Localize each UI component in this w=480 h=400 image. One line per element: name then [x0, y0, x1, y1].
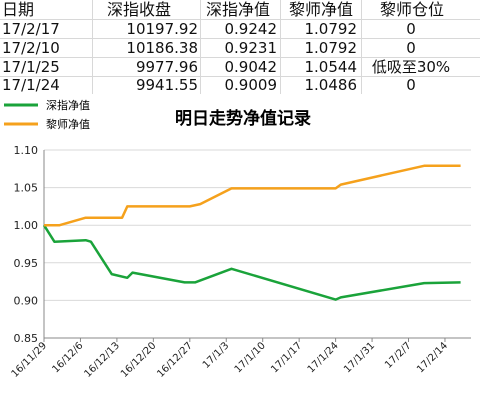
y-tick-label: 1.00: [14, 219, 39, 232]
column-divider: [361, 0, 362, 94]
y-tick-label: 0.85: [14, 332, 39, 345]
cell-li-nav: 1.0544: [304, 58, 358, 76]
y-tick-label: 1.10: [14, 144, 39, 157]
chart-background: [0, 94, 480, 400]
cell-li-nav: 1.0486: [304, 76, 358, 94]
cell-li-position: 0: [406, 76, 416, 94]
y-tick-label: 1.05: [14, 182, 39, 195]
cell-date: 17/1/24: [2, 76, 60, 94]
cell-sz-nav: 0.9042: [224, 58, 278, 76]
cell-li-position: 低吸至30%: [371, 58, 451, 76]
cell-sz-close: 9977.96: [135, 58, 198, 76]
table-row: 17/2/17 10197.92 0.9242 1.0792 0: [0, 19, 480, 39]
column-divider: [280, 0, 281, 94]
cell-li-position: 0: [406, 20, 416, 38]
cell-li-nav: 1.0792: [304, 20, 358, 38]
column-divider: [200, 0, 201, 94]
cell-sz-close: 9941.55: [135, 76, 198, 94]
series-line-li-nav: [44, 164, 461, 227]
legend-label-li-nav: 黎师净值: [46, 117, 90, 131]
table-row: 17/2/10 10186.38 0.9231 1.0792 0: [0, 38, 480, 58]
legend: 深指净值 黎师净值: [4, 98, 90, 131]
cell-date: 17/2/10: [2, 39, 60, 57]
series-lines: [42, 164, 461, 301]
header-sz-close: 深指收盘: [107, 0, 172, 19]
legend-label-sz-nav: 深指净值: [46, 98, 90, 112]
cell-sz-nav: 0.9242: [224, 20, 278, 38]
header-date: 日期: [2, 0, 35, 19]
table-header-row: 日期 深指收盘 深指净值 黎师净值 黎师仓位: [0, 0, 480, 20]
series-line-sz-nav: [42, 224, 461, 301]
table-row: 17/1/24 9941.55 0.9009 1.0486 0: [0, 76, 480, 94]
cell-sz-close: 10186.38: [126, 39, 198, 57]
cell-sz-nav: 0.9231: [224, 39, 278, 57]
header-li-nav: 黎师净值: [289, 0, 354, 19]
header-li-position: 黎师仓位: [380, 0, 445, 19]
cell-li-position: 0: [406, 39, 416, 57]
nav-line-chart: 0.85 0.90 0.95 1.00 1.05 1.10 16/11/29 16/12/6 1…: [0, 94, 480, 400]
y-tick-label: 0.95: [14, 257, 39, 270]
header-sz-nav: 深指净值: [206, 0, 271, 19]
chart-title: 明日走势净值记录: [175, 108, 311, 129]
cell-li-nav: 1.0792: [304, 39, 358, 57]
column-divider: [92, 0, 93, 94]
cell-date: 17/1/25: [2, 58, 60, 76]
cell-sz-close: 10197.92: [126, 20, 198, 38]
y-tick-label: 0.90: [14, 294, 39, 307]
cell-date: 17/2/17: [2, 20, 60, 38]
spreadsheet-table: 日期 深指收盘 深指净值 黎师净值 黎师仓位 17/2/17 10197.92 …: [0, 0, 480, 94]
cell-sz-nav: 0.9009: [224, 76, 278, 94]
table-row: 17/1/25 9977.96 0.9042 1.0544 低吸至30%: [0, 57, 480, 77]
